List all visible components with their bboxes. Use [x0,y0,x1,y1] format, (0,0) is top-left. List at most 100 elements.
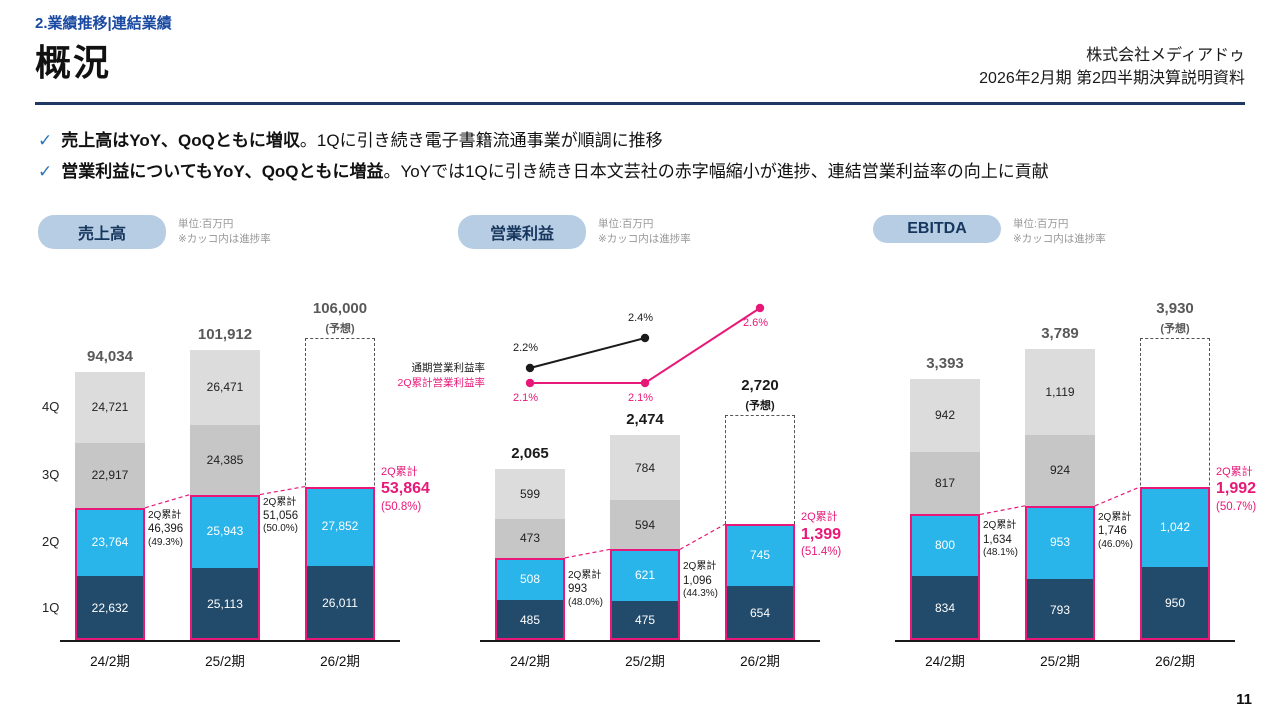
rate-point-label: 2.4% [628,312,654,324]
check-icon: ✓ [38,131,53,150]
category-label: 26/2期 [320,654,360,669]
bar-segment-2q: 621 [610,549,680,601]
q2-cumulative-label: 2Q累計 [263,496,297,508]
q2-cumulative-label: 2Q累計 [381,465,418,478]
total-label: 2,720 [741,377,779,394]
bar-segment-4q: 26,471 [190,349,260,426]
forecast-label: (予想) [1160,323,1190,335]
category-label: 26/2期 [1155,654,1195,669]
bar-segment-1q: 25,113 [190,568,260,640]
q2-cumulative-label: 2Q累計 [1216,465,1253,478]
ebitda-chart-title-pill: EBITDA [873,215,1001,243]
q2-cumulative-value: 53,864 [381,479,430,497]
bar-segment-2q: 23,764 [75,507,145,576]
title-underline [35,102,1245,105]
bar-segment-1q: 26,011 [305,565,375,640]
quarter-axis-label: 4Q [42,399,60,415]
data-point-dot [755,303,765,313]
rate-line-legend: 2Q累計営業利益率 [397,377,485,389]
quarter-axis-label: 2Q [42,533,60,549]
rate-point-label: 2.1% [513,392,539,404]
q2-cumulative-forecast-callout: 2Q累計 1,399 (51.4%) [801,510,841,560]
bullet-operating-profit: ✓ 営業利益についてもYoY、QoQともに増益。YoYでは1Qに引き続き日本文芸社… [38,157,1049,182]
operating-profit-chart-header: 営業利益 単位:百万円 ※カッコ内は進捗率 [450,215,880,255]
rate-point-label: 2.2% [513,342,539,354]
q2-cumulative-forecast-callout: 2Q累計 1,992 (50.7%) [1216,465,1256,515]
bar-segment-4q: 1,119 [1025,348,1095,435]
doc-info: 株式会社メディアドゥ 2026年2月期 第2四半期決算説明資料 [979,44,1245,90]
operating-profit-chart-plot: 24/2期 485 508 473 599 2,065 25/2期 475 621 594 784 2… [397,260,880,690]
total-label: 101,912 [197,325,253,343]
q2-cumulative-callout: 2Q累計 46,396 (49.3%) [148,510,183,549]
revenue-chart-header: 売上高 単位:百万円 ※カッコ内は進捗率 [30,215,460,255]
page-title: 概況 [35,42,112,83]
q2-cumulative-label: 2Q累計 [148,509,182,521]
bar-segment-2q: 1,042 [1140,486,1210,567]
rate-point-label: 2.1% [628,392,654,404]
revenue-chart-unit-note: 単位:百万円 ※カッコ内は進捗率 [178,215,271,246]
bar-segment-2q: 953 [1025,505,1095,580]
summary-bullets: ✓ 売上高はYoY、QoQともに増収。1Qに引き続き電子書籍流通事業が順調に推移 … [38,126,1049,188]
operating-profit-chart-unit-note: 単位:百万円 ※カッコ内は進捗率 [598,215,691,246]
q2-progress-pct: (51.4%) [801,546,842,559]
company-name: 株式会社メディアドゥ [1086,47,1245,64]
bar-segment-4q: 24,721 [75,372,145,443]
quarter-axis-label: 1Q [42,599,60,615]
bullet-rest-text: 。1Qに引き続き電子書籍流通事業が順調に推移 [299,131,663,150]
total-label: 3,393 [926,355,964,373]
doc-title: 2026年2月期 第2四半期決算説明資料 [979,70,1245,88]
q2-progress-pct: (48.1%) [983,547,1019,559]
data-point-dot [525,363,535,373]
operating-profit-chart-panel: 営業利益 単位:百万円 ※カッコ内は進捗率 24/2期 485 508 473 599 2… [397,215,880,690]
bar-segment-2q: 25,943 [190,494,260,569]
q2-cumulative-label: 2Q累計 [568,569,602,581]
revenue-chart-title-pill: 売上高 [38,215,166,249]
q2-cumulative-value: 1,992 [1216,480,1257,498]
bar-segment-3q: 594 [610,500,680,550]
total-label: 2,065 [511,445,549,463]
q2-cumulative-callout: 2Q累計 1,096 (44.3%) [683,561,718,600]
total-label: 3,930 [1156,300,1194,317]
bar-segment-4q: 942 [910,379,980,452]
bar-segment-1q: 793 [1025,579,1095,640]
q2-progress-pct: (49.3%) [148,536,184,548]
q2-cumulative-callout: 2Q累計 1,746 (46.0%) [1098,512,1133,551]
category-label: 25/2期 [205,654,245,669]
q2-cumulative-forecast-callout: 2Q累計 53,864 (50.8%) [381,465,430,515]
q2-cumulative-label: 2Q累計 [683,561,717,573]
trend-line [259,485,306,496]
revenue-chart-panel: 売上高 単位:百万円 ※カッコ内は進捗率 24/2期 22,632 1Q 23,764… [30,215,460,690]
category-label: 24/2期 [510,654,550,669]
bar-segment-3q: 473 [495,518,565,558]
bar-segment-3q: 24,385 [190,425,260,495]
bar-segment-4q: 599 [495,469,565,519]
ebitda-chart-unit-note: 単位:百万円 ※カッコ内は進捗率 [1013,215,1106,246]
category-label: 26/2期 [740,654,780,669]
bullet-rest-text: 。YoYでは1Qに引き続き日本文芸社の赤字幅縮小が進捗、連結営業利益率の向上に貢… [383,162,1049,181]
q2-cumulative-label: 2Q累計 [983,520,1017,532]
q2-cumulative-callout: 2Q累計 1,634 (48.1%) [983,520,1018,559]
progress-note: ※カッコ内は進捗率 [598,232,691,245]
q2-cumulative-callout: 2Q累計 51,056 (50.0%) [263,497,298,536]
q2-cumulative-label: 2Q累計 [801,511,838,524]
q2-cumulative-value: 1,399 [801,525,842,543]
q2-progress-pct: (50.0%) [263,523,299,535]
forecast-label: (予想) [325,323,355,335]
check-icon: ✓ [38,162,53,181]
q2-progress-pct: (48.0%) [568,596,604,608]
q2-cumulative-value: 51,056 [263,510,299,523]
data-point-dot [525,378,535,388]
category-label: 25/2期 [625,654,665,669]
category-label: 24/2期 [925,654,965,669]
unit-label: 単位:百万円 [178,218,234,230]
page-number: 11 [1236,691,1252,708]
x-axis [60,640,400,642]
unit-label: 単位:百万円 [1013,218,1069,230]
total-label: 94,034 [87,348,133,366]
operating-profit-chart-title-pill: 営業利益 [458,215,586,249]
q2-cumulative-label: 2Q累計 [1098,511,1132,523]
data-point-dot [640,333,650,343]
q2-cumulative-value: 1,746 [1098,525,1127,538]
progress-note: ※カッコ内は進捗率 [178,232,271,245]
q2-progress-pct: (50.8%) [381,500,422,513]
